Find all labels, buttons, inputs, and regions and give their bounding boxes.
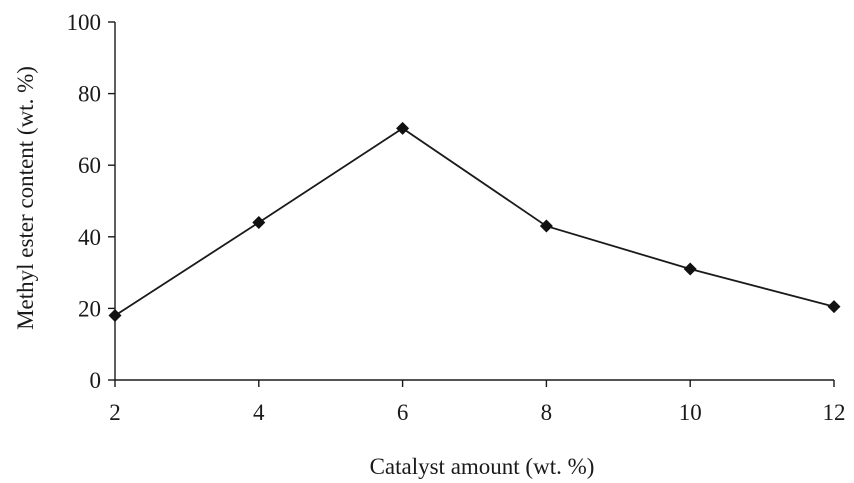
- series-group: [108, 121, 841, 323]
- data-point-marker: [252, 215, 266, 229]
- y-ticks: 0 20 40 60 80 100: [67, 10, 115, 393]
- y-tick-label: 40: [78, 225, 101, 250]
- x-tick-label: 12: [823, 400, 846, 425]
- data-point-marker: [396, 121, 410, 135]
- y-tick-label: 80: [78, 82, 101, 107]
- x-tick-label: 10: [679, 400, 702, 425]
- x-tick-label: 6: [397, 400, 409, 425]
- x-tick-label: 2: [109, 400, 121, 425]
- data-point-marker: [108, 309, 122, 323]
- series-line: [114, 127, 835, 317]
- axes: [114, 22, 834, 381]
- y-tick-label: 20: [78, 296, 101, 321]
- data-point-marker: [539, 219, 553, 233]
- x-tick-label: 8: [541, 400, 553, 425]
- data-point-marker: [827, 300, 841, 314]
- y-axis-title: Methyl ester content (wt. %): [13, 66, 38, 330]
- x-ticks: 2 4 6 8 10 12: [109, 380, 846, 425]
- y-tick-label: 60: [78, 153, 101, 178]
- y-tick-label: 100: [67, 10, 102, 35]
- data-point-marker: [683, 262, 697, 276]
- x-tick-label: 4: [253, 400, 265, 425]
- x-axis-title: Catalyst amount (wt. %): [370, 454, 595, 479]
- y-tick-label: 0: [90, 368, 102, 393]
